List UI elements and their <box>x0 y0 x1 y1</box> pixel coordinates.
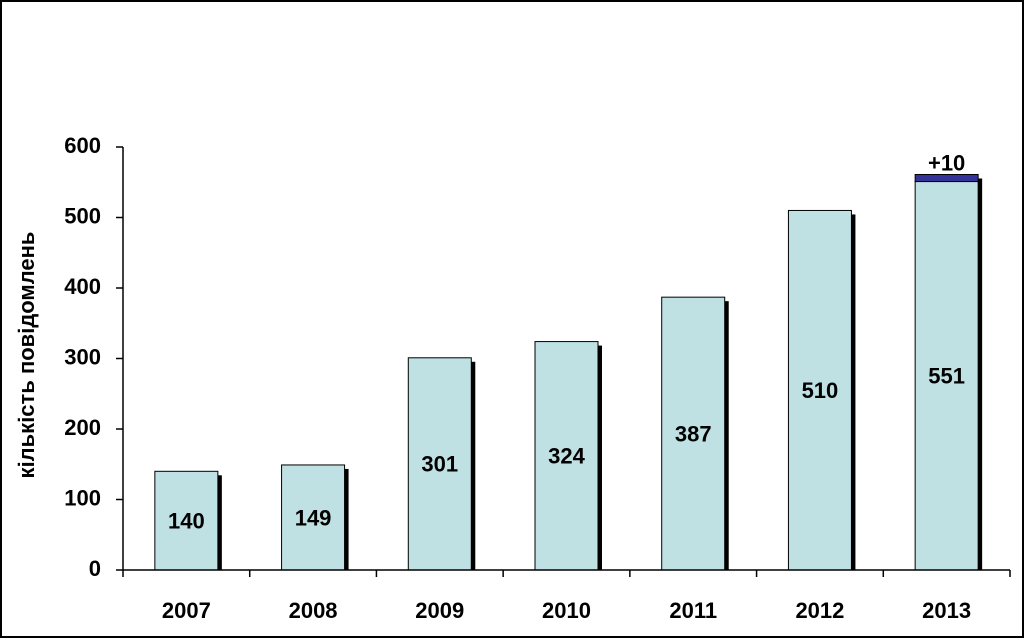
bar <box>787 209 852 571</box>
x-tick-label: 2011 <box>669 598 717 623</box>
y-tick-label: 100 <box>64 485 101 510</box>
x-tick-label: 2012 <box>795 598 844 623</box>
y-tick-label: 400 <box>64 274 101 299</box>
y-tick-label: 600 <box>64 133 101 158</box>
value-label: 324 <box>548 444 585 469</box>
y-tick-label: 200 <box>64 415 101 440</box>
x-tick-label: 2010 <box>542 598 591 623</box>
bar <box>154 470 219 571</box>
bar <box>407 357 472 571</box>
y-axis-title: кількість повідомлень <box>14 232 39 479</box>
x-tick-label: 2009 <box>415 598 464 623</box>
value-label: +10 <box>928 150 965 175</box>
bar <box>914 181 979 571</box>
value-label: 140 <box>168 508 205 533</box>
x-tick-label: 2013 <box>922 598 971 623</box>
y-tick-label: 500 <box>64 203 101 228</box>
bar <box>281 464 346 571</box>
bar <box>914 173 979 183</box>
x-tick-label: 2007 <box>162 598 211 623</box>
bar <box>534 341 599 571</box>
x-tick-label: 2008 <box>289 598 338 623</box>
value-label: 301 <box>421 452 458 477</box>
y-tick-label: 300 <box>64 344 101 369</box>
bar <box>661 296 726 571</box>
value-label: 387 <box>675 421 712 446</box>
y-tick-label: 0 <box>89 556 101 581</box>
value-label: 149 <box>295 505 332 530</box>
value-label: 551 <box>928 364 965 389</box>
value-label: 510 <box>802 378 839 403</box>
